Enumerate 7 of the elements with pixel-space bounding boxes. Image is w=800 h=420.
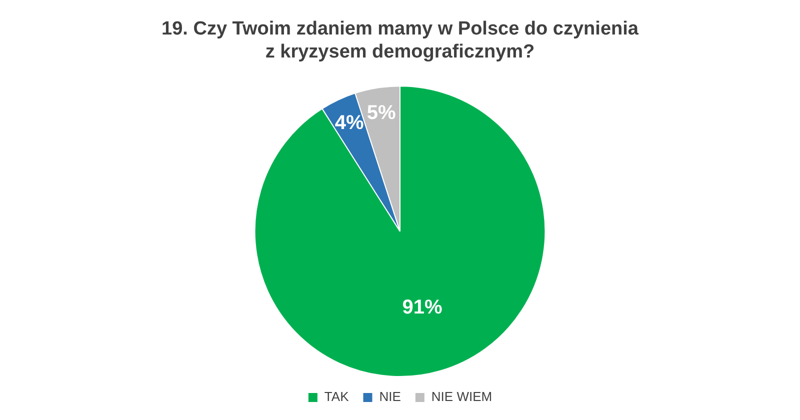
legend-label: NIE WIEM [431,389,492,404]
data-label: 91% [402,296,443,319]
chart-title: 19. Czy Twoim zdaniem mamy w Polsce do czynienia z kryzysem demograficznym? [162,18,639,62]
legend-label: TAK [324,389,350,404]
data-label: 4% [334,112,364,134]
data-label: 5% [366,102,396,124]
legend-label: NIE [379,389,402,404]
